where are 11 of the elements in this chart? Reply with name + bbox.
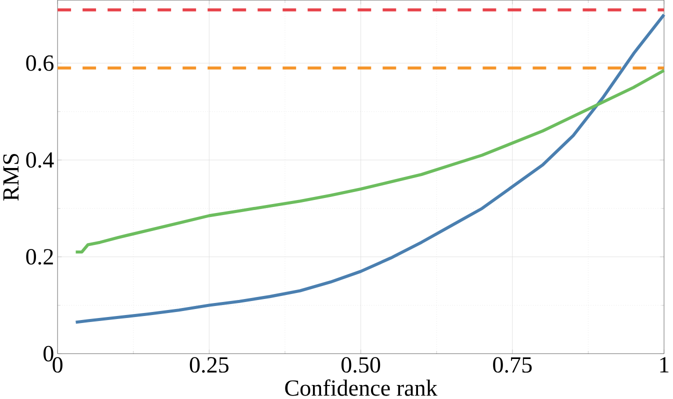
y-tick-label: 0.6	[26, 55, 54, 71]
x-tick-label: 0.75	[493, 357, 532, 373]
line-series	[74, 13, 666, 324]
y-tick-label: 0.4	[26, 152, 54, 168]
x-tick-label: 0.50	[341, 357, 380, 373]
y-axis-title: RMS	[3, 154, 19, 201]
x-tick-label: 0.25	[190, 357, 228, 373]
x-tick-label: 1	[660, 357, 668, 372]
y-tick-label: 0	[44, 346, 54, 362]
x-axis-title: Confidence rank	[285, 379, 438, 396]
y-tick-label: 0.2	[26, 248, 53, 265]
